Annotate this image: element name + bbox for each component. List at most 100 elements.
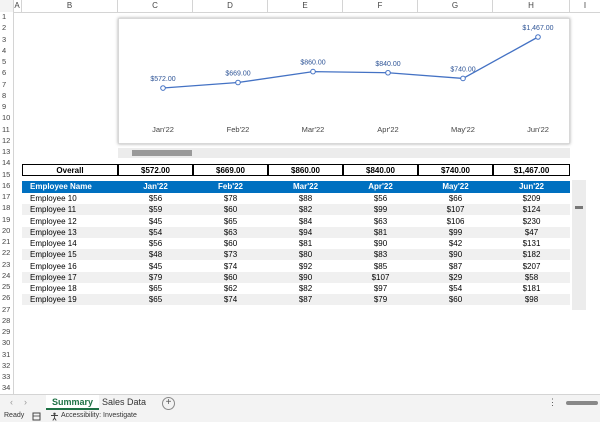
page-icon[interactable]: [32, 412, 41, 423]
overall-may[interactable]: $740.00: [418, 164, 493, 176]
th-jun[interactable]: Jun'22: [518, 182, 545, 191]
col-header-h[interactable]: H: [493, 0, 570, 12]
row-header-32[interactable]: 32: [2, 360, 11, 370]
value-cell[interactable]: $60: [223, 272, 238, 282]
scrollbar-thumb[interactable]: [566, 401, 598, 405]
row-header-26[interactable]: 26: [2, 293, 11, 303]
employee-name-cell[interactable]: Employee 13: [30, 227, 77, 237]
th-apr[interactable]: Apr'22: [368, 182, 393, 191]
employee-name-cell[interactable]: Employee 11: [30, 205, 77, 215]
employee-name-cell[interactable]: Employee 17: [30, 272, 77, 282]
col-header-e[interactable]: E: [268, 0, 343, 12]
row-header-4[interactable]: 4: [2, 45, 7, 55]
value-cell[interactable]: $209: [522, 194, 541, 203]
row-header-29[interactable]: 29: [2, 327, 11, 336]
data-point[interactable]: [460, 75, 466, 82]
value-cell[interactable]: $54: [448, 284, 463, 293]
overall-jan[interactable]: $572.00: [118, 164, 193, 176]
col-header-g[interactable]: G: [418, 0, 493, 12]
overall-label[interactable]: Overall: [22, 164, 118, 176]
row-header-28[interactable]: 28: [2, 315, 11, 325]
overall-mar[interactable]: $860.00: [268, 164, 343, 176]
value-cell[interactable]: $83: [373, 250, 388, 260]
employee-name-cell[interactable]: Employee 15: [30, 250, 77, 260]
scrollbar-thumb[interactable]: [575, 206, 583, 209]
chart-horizontal-scrollbar[interactable]: [118, 148, 570, 158]
table-vertical-scrollbar[interactable]: [572, 180, 586, 310]
value-cell[interactable]: $79: [373, 295, 388, 305]
value-cell[interactable]: $99: [448, 227, 463, 237]
value-cell[interactable]: $79: [148, 272, 163, 282]
row-header-25[interactable]: 25: [2, 282, 11, 291]
th-may[interactable]: May'22: [442, 182, 469, 191]
th-feb[interactable]: Feb'22: [217, 182, 244, 191]
value-cell[interactable]: $59: [148, 205, 163, 215]
line-chart[interactable]: $572.00 Jan'22 $669.00 Feb'22 $860.00 Mar'22 $…: [118, 18, 570, 144]
value-cell[interactable]: $207: [522, 261, 541, 271]
overall-jun[interactable]: $1,467.00: [493, 164, 570, 176]
row-header-14[interactable]: 14: [2, 158, 11, 168]
tab-sales-data[interactable]: Sales Data: [102, 397, 147, 407]
value-cell[interactable]: $107: [371, 272, 390, 282]
value-cell[interactable]: $124: [522, 205, 541, 215]
select-all-corner[interactable]: [0, 0, 14, 12]
value-cell[interactable]: $65: [148, 284, 163, 293]
row-header-18[interactable]: 18: [2, 203, 11, 213]
value-cell[interactable]: $97: [373, 284, 388, 293]
employee-name-cell[interactable]: Employee 18: [30, 284, 77, 293]
value-cell[interactable]: $85: [373, 261, 388, 271]
row-header-20[interactable]: 20: [2, 225, 11, 235]
value-cell[interactable]: $182: [522, 250, 541, 260]
row-header-16[interactable]: 16: [2, 180, 11, 190]
value-cell[interactable]: $60: [223, 239, 238, 248]
value-cell[interactable]: $54: [148, 227, 163, 237]
employee-name-cell[interactable]: Employee 10: [30, 194, 77, 203]
value-cell[interactable]: $84: [298, 216, 313, 226]
row-header-8[interactable]: 8: [2, 90, 7, 100]
accessibility-icon[interactable]: [50, 412, 59, 423]
value-cell[interactable]: $63: [223, 227, 238, 237]
value-cell[interactable]: $80: [298, 250, 313, 260]
value-cell[interactable]: $74: [223, 295, 238, 305]
col-header-d[interactable]: D: [193, 0, 268, 12]
value-cell[interactable]: $92: [298, 261, 313, 271]
value-cell[interactable]: $56: [373, 194, 388, 203]
accessibility-status[interactable]: Accessibility: Investigate: [61, 412, 137, 419]
tab-nav-next[interactable]: ›: [24, 397, 27, 407]
value-cell[interactable]: $42: [448, 239, 463, 248]
row-header-7[interactable]: 7: [2, 79, 7, 89]
value-cell[interactable]: $60: [223, 205, 238, 215]
value-cell[interactable]: $47: [524, 227, 539, 237]
value-cell[interactable]: $73: [223, 250, 238, 260]
row-header-27[interactable]: 27: [2, 304, 11, 314]
value-cell[interactable]: $88: [298, 194, 313, 203]
overall-feb[interactable]: $669.00: [193, 164, 268, 176]
value-cell[interactable]: $66: [448, 194, 463, 203]
employee-name-cell[interactable]: Employee 12: [30, 216, 77, 226]
row-header-6[interactable]: 6: [2, 68, 7, 78]
value-cell[interactable]: $106: [446, 216, 465, 226]
value-cell[interactable]: $81: [298, 239, 313, 248]
data-point[interactable]: [535, 34, 541, 40]
employee-name-cell[interactable]: Employee 14: [30, 239, 77, 248]
row-header-12[interactable]: 12: [2, 135, 11, 145]
employee-name-cell[interactable]: Employee 16: [30, 261, 77, 271]
value-cell[interactable]: $181: [522, 284, 541, 293]
th-employee-name[interactable]: Employee Name: [30, 182, 92, 191]
value-cell[interactable]: $131: [522, 239, 541, 248]
row-header-19[interactable]: 19: [2, 214, 11, 224]
value-cell[interactable]: $63: [373, 216, 388, 226]
row-header-10[interactable]: 10: [2, 113, 11, 123]
value-cell[interactable]: $82: [298, 284, 313, 293]
row-header-22[interactable]: 22: [2, 248, 11, 258]
row-header-21[interactable]: 21: [2, 237, 11, 246]
value-cell[interactable]: $90: [448, 250, 463, 260]
row-header-34[interactable]: 34: [2, 383, 11, 393]
scrollbar-thumb[interactable]: [132, 150, 192, 156]
value-cell[interactable]: $82: [298, 205, 313, 215]
value-cell[interactable]: $99: [373, 205, 388, 215]
value-cell[interactable]: $230: [522, 216, 541, 226]
row-header-11[interactable]: 11: [2, 124, 10, 134]
value-cell[interactable]: $65: [148, 295, 163, 305]
tab-nav-prev[interactable]: ‹: [10, 397, 13, 407]
